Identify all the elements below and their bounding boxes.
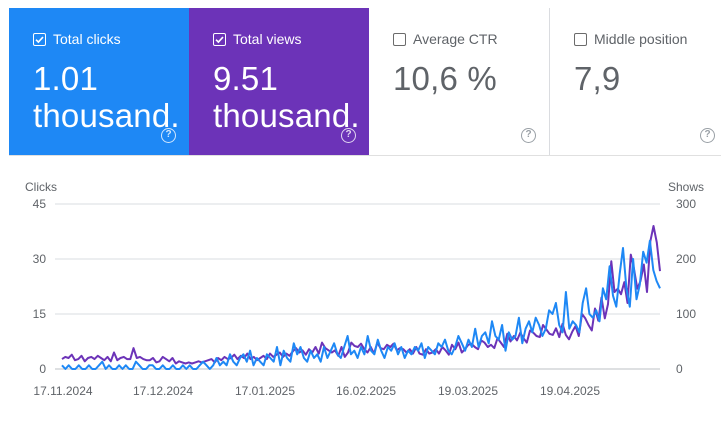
series-line-clicks (61, 239, 661, 370)
metric-card-position[interactable]: Middle position 7,9 ? (549, 8, 721, 156)
x-tick-label: 16.02.2025 (336, 384, 396, 398)
metric-label-clicks: Total clicks (53, 31, 121, 47)
y-right-axis-label: Shows (668, 180, 705, 194)
checkbox-clicks[interactable] (33, 32, 46, 46)
metric-value-position: 7,9 (574, 60, 621, 97)
x-tick-label: 17.11.2024 (33, 384, 92, 398)
metric-label-ctr: Average CTR (413, 31, 498, 47)
checkmark-icon (215, 36, 224, 43)
y-left-tick-label: 30 (33, 252, 47, 266)
checkmark-icon (35, 36, 44, 43)
help-icon[interactable]: ? (700, 128, 715, 143)
cards-divider (9, 155, 721, 156)
x-tick-label: 17.01.2025 (235, 384, 295, 398)
y-left-tick-label: 15 (33, 307, 47, 321)
metric-card-views-header: Total views (213, 30, 369, 48)
checkbox-views[interactable] (213, 32, 226, 46)
y-left-tick-label: 45 (33, 197, 47, 211)
metric-value-clicks: 1.01 thousand. (33, 60, 180, 134)
x-tick-label: 17.12.2024 (133, 384, 193, 398)
help-icon[interactable]: ? (521, 128, 536, 143)
series-line-views (61, 225, 661, 365)
metric-card-views[interactable]: Total views 9.51 thousand. ? (189, 8, 369, 156)
metric-label-position: Middle position (594, 31, 688, 47)
x-tick-label: 19.03.2025 (438, 384, 498, 398)
metric-card-ctr-header: Average CTR (393, 30, 549, 48)
checkbox-ctr[interactable] (393, 32, 406, 46)
y-right-tick-label: 300 (676, 197, 696, 211)
y-right-tick-label: 100 (676, 307, 696, 321)
x-tick-label: 19.04.2025 (540, 384, 600, 398)
y-left-tick-label: 0 (39, 362, 46, 376)
metric-label-views: Total views (233, 31, 302, 47)
help-icon[interactable]: ? (341, 128, 356, 143)
y-right-tick-label: 200 (676, 252, 696, 266)
y-right-tick-label: 0 (676, 362, 683, 376)
metric-cards: Total clicks 1.01 thousand. ? Total view… (9, 8, 721, 156)
metric-value-views: 9.51 thousand. (213, 60, 360, 134)
y-left-axis-label: Clicks (25, 180, 57, 194)
metric-card-ctr[interactable]: Average CTR 10,6 % ? (369, 8, 549, 156)
metric-card-position-header: Middle position (574, 30, 721, 48)
help-icon[interactable]: ? (161, 128, 176, 143)
metric-card-clicks-header: Total clicks (33, 30, 189, 48)
metric-value-ctr: 10,6 % (393, 60, 497, 97)
checkbox-position[interactable] (574, 32, 587, 46)
metric-card-clicks[interactable]: Total clicks 1.01 thousand. ? (9, 8, 189, 156)
